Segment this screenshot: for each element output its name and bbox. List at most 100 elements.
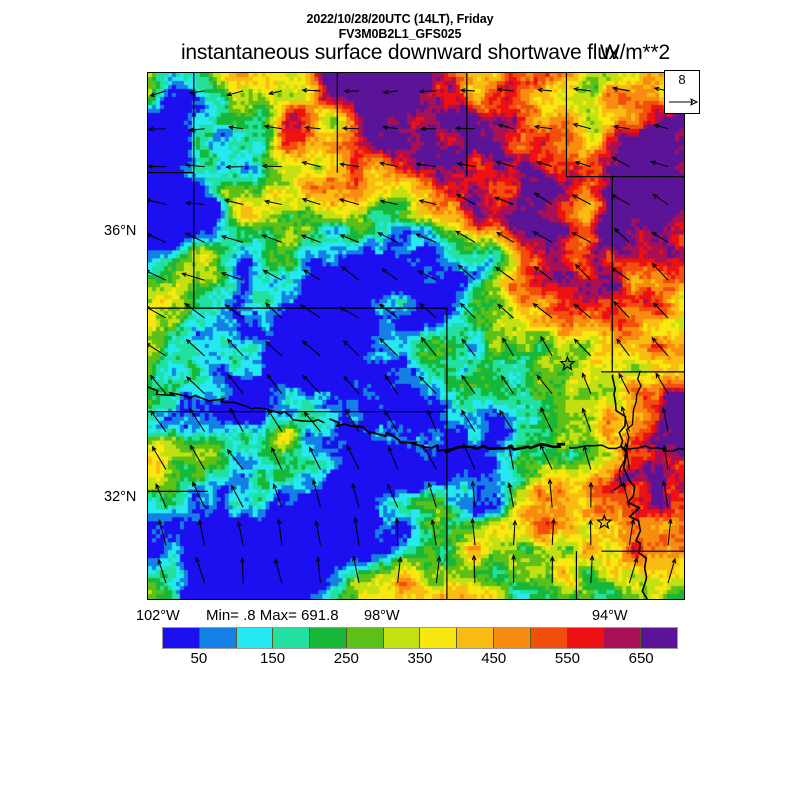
wind-vector-arrow	[225, 164, 244, 170]
wind-vector-arrow	[338, 162, 360, 168]
wind-vector-arrow	[613, 227, 630, 243]
wind-vector-arrow	[384, 374, 399, 395]
wind-vector-arrow	[662, 444, 669, 470]
wind-vector-arrow	[415, 233, 437, 243]
wind-vector-arrow	[493, 196, 514, 205]
wind-vector-arrow	[229, 407, 244, 432]
wind-vector-arrow	[240, 556, 245, 584]
wind-vector-arrow	[420, 126, 437, 132]
wind-vector-arrow	[415, 162, 437, 168]
wind-vector-arrow	[263, 124, 282, 130]
wind-vector-arrow	[197, 519, 206, 546]
colorbar-segment-amber[interactable]	[457, 628, 495, 648]
wind-vector-arrow	[536, 87, 553, 93]
wind-vector-arrow	[309, 446, 321, 470]
wind-vector-arrow	[148, 90, 167, 97]
wind-vector-arrow	[499, 409, 514, 432]
wind-vector-arrow	[494, 266, 514, 281]
colorbar-segment-spring-green[interactable]	[273, 628, 311, 648]
wind-vector-arrow	[227, 125, 244, 130]
river-lines	[148, 370, 684, 599]
wind-vector-arrow	[573, 303, 592, 319]
wind-vector-arrow	[512, 519, 518, 546]
wind-vector-arrow	[651, 231, 669, 243]
state-boundary-lines	[148, 73, 684, 599]
wind-vector-arrow	[581, 372, 592, 394]
colorbar-segment-magenta-dark[interactable]	[604, 628, 642, 648]
wind-vector-arrow	[379, 199, 398, 206]
wind-vector-arrow	[611, 267, 630, 281]
colorbar-segment-lime[interactable]	[383, 628, 421, 648]
wind-vector-arrow	[418, 199, 437, 206]
colorbar-tick-450: 450	[481, 650, 507, 667]
wind-vector-arrow	[267, 90, 282, 96]
wind-vector-arrow	[571, 231, 592, 243]
wind-vector-arrow	[420, 336, 437, 357]
wind-vector-arrow	[624, 442, 630, 470]
map-overlay	[148, 73, 684, 599]
colorbar-segment-yellow-green[interactable]	[346, 628, 384, 648]
wind-vector-arrow	[148, 343, 167, 357]
colorbar-tick-150: 150	[260, 650, 286, 667]
wind-vector-arrow	[572, 122, 591, 130]
wind-vector-arrow	[184, 200, 205, 206]
colorbar-tick-350: 350	[407, 650, 433, 667]
colorbar-segment-orange-red[interactable]	[530, 628, 568, 648]
wind-vector-arrow	[419, 375, 437, 395]
wind-vector-arrow	[572, 87, 591, 92]
colorbar-segment-purple[interactable]	[641, 628, 677, 648]
colorbar-segment-azure[interactable]	[199, 628, 237, 648]
wind-vector-arrow	[265, 340, 283, 357]
wind-vector-arrow	[223, 198, 244, 206]
wind-vector-arrow	[649, 160, 669, 168]
wind-vector-arrow	[181, 272, 205, 281]
wind-vector-arrow	[224, 304, 244, 319]
wind-vector-arrow	[536, 374, 553, 395]
axis-label-lat-32n: 32°N	[104, 489, 137, 505]
wind-vector-arrow	[301, 340, 321, 357]
wind-vector-arrow	[382, 89, 398, 95]
wind-vector-arrow	[620, 405, 630, 432]
wind-vector-arrow	[394, 517, 400, 546]
map-plot-area[interactable]	[147, 72, 685, 600]
wind-vector-arrow	[339, 234, 360, 243]
wind-vector-arrow	[148, 233, 167, 243]
wind-vector-arrow	[502, 337, 514, 357]
wind-vector-arrow	[571, 194, 592, 205]
wind-vector-arrow	[455, 193, 476, 205]
wind-vector-arrow	[302, 269, 321, 281]
city-star-markers	[559, 355, 613, 530]
wind-vector-arrow	[588, 519, 593, 546]
wind-vector-arrow	[651, 336, 669, 357]
axis-label-lon-94w: 94°W	[592, 608, 628, 624]
wind-vector-arrow	[532, 231, 553, 243]
city-marker-star-south	[595, 513, 613, 530]
shortwave-flux-heatmap	[148, 73, 684, 599]
colorbar-segment-green[interactable]	[310, 628, 347, 648]
colorbar-segment-blue[interactable]	[163, 628, 200, 648]
colorbar-tick-50: 50	[190, 650, 208, 667]
colorbar-segment-cyan[interactable]	[236, 628, 274, 648]
colorbar-tick-250: 250	[333, 650, 359, 667]
wind-vector-arrow	[589, 554, 595, 584]
wind-vector-arrow	[226, 448, 244, 470]
colorbar-segment-red[interactable]	[567, 628, 605, 648]
wind-vector-arrow	[184, 302, 205, 319]
wind-vector-arrow	[352, 555, 360, 584]
colorbar[interactable]	[162, 627, 678, 649]
colorbar-segment-yellow[interactable]	[420, 628, 458, 648]
wind-vector-arrow	[459, 302, 476, 319]
wind-vector-arrow	[184, 163, 205, 168]
wind-vector-arrow	[419, 302, 437, 319]
wind-vector-arrow	[661, 407, 669, 432]
wind-vector-arrow	[302, 374, 321, 395]
colorbar-segment-orange[interactable]	[494, 628, 531, 648]
wind-vector-arrow	[581, 407, 592, 432]
wind-vector-arrow	[148, 306, 167, 319]
river-red-lake	[444, 442, 565, 454]
wind-vector-arrow	[227, 373, 244, 395]
wind-vector-arrow	[574, 161, 591, 168]
wind-vector-arrow	[471, 554, 477, 584]
wind-vector-arrow	[300, 234, 321, 243]
wind-vector-arrow	[418, 89, 437, 94]
